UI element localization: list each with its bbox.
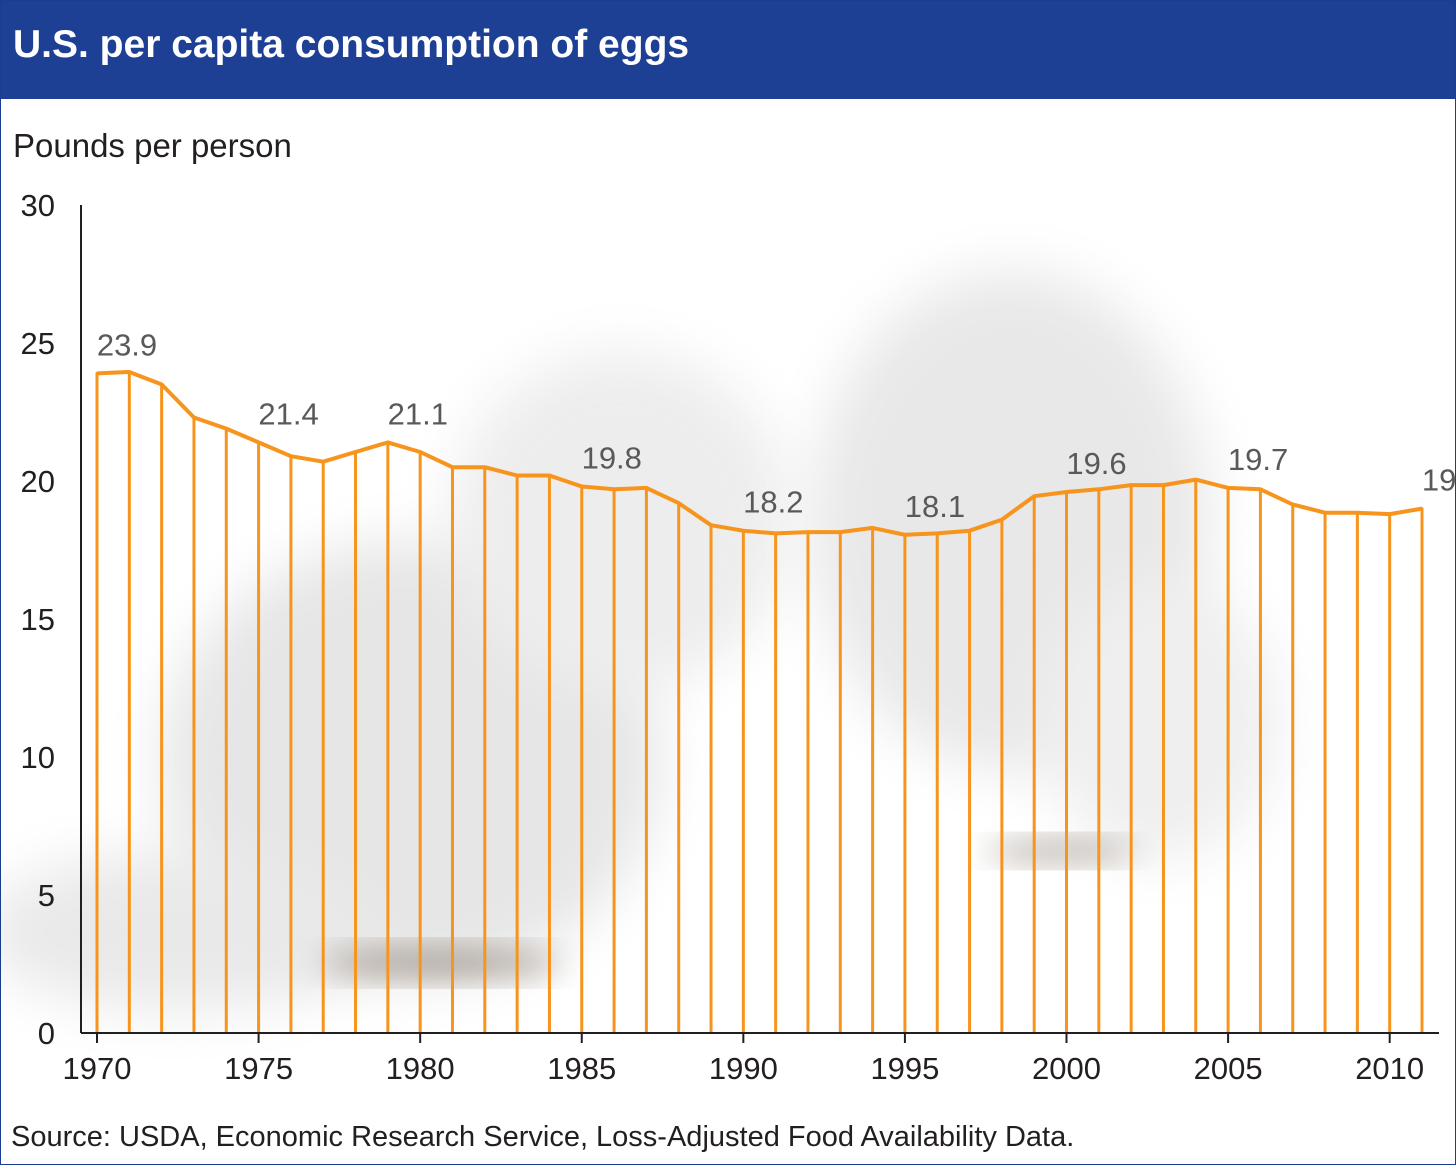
y-tick-label-30: 30 bbox=[21, 188, 55, 223]
data-point-1976 bbox=[289, 454, 293, 458]
data-point-2010 bbox=[1388, 512, 1392, 516]
drop-lines bbox=[95, 371, 1424, 1033]
data-point-1996 bbox=[935, 531, 939, 535]
background-egg-photo bbox=[1, 271, 1281, 1011]
data-point-2003 bbox=[1161, 483, 1165, 487]
data-point-2004 bbox=[1194, 478, 1198, 482]
data-point-1980 bbox=[418, 450, 422, 454]
y-tick-label-25: 25 bbox=[21, 326, 55, 361]
x-tick-label-1975: 1975 bbox=[224, 1051, 293, 1086]
data-point-1999 bbox=[1032, 494, 1036, 498]
series-line-egg-consumption bbox=[96, 370, 1423, 537]
y-tick-label-0: 0 bbox=[38, 1016, 55, 1051]
data-label-2000: 19.6 bbox=[1066, 446, 1126, 481]
data-label-1975: 21.4 bbox=[258, 396, 318, 431]
data-point-1990 bbox=[741, 529, 745, 533]
data-point-1983 bbox=[515, 473, 519, 477]
data-point-1992 bbox=[806, 530, 810, 534]
data-point-1975 bbox=[257, 440, 261, 444]
data-labels: 23.9 21.4 21.1 19.8 18.2 18.1 19.6 19.7 19.0 bbox=[97, 327, 1455, 523]
x-tick-label-2010: 2010 bbox=[1355, 1051, 1424, 1086]
data-point-2002 bbox=[1129, 483, 1133, 487]
chart-title: U.S. per capita consumption of eggs bbox=[13, 23, 690, 66]
data-point-1978 bbox=[354, 450, 358, 454]
y-tick-label-5: 5 bbox=[38, 878, 55, 913]
data-point-2007 bbox=[1291, 502, 1295, 506]
data-point-1997 bbox=[968, 529, 972, 533]
data-label-2005: 19.7 bbox=[1228, 442, 1288, 477]
y-tick-label-15: 15 bbox=[21, 602, 55, 637]
data-point-1973 bbox=[192, 416, 196, 420]
x-tick-label-1970: 1970 bbox=[63, 1051, 132, 1086]
data-label-1979: 21.1 bbox=[388, 396, 448, 431]
data-point-1988 bbox=[677, 501, 681, 505]
data-point-1982 bbox=[483, 465, 487, 469]
data-point-2005 bbox=[1226, 486, 1230, 490]
data-point-1979 bbox=[386, 440, 390, 444]
data-point-2009 bbox=[1355, 511, 1359, 515]
title-bar: U.S. per capita consumption of eggs bbox=[1, 1, 1455, 99]
data-label-1985: 19.8 bbox=[582, 441, 642, 476]
data-point-2001 bbox=[1097, 487, 1101, 491]
y-axis-ticks: 0 5 10 15 20 25 30 bbox=[21, 188, 55, 1051]
data-point-1977 bbox=[321, 460, 325, 464]
x-tick-label-2005: 2005 bbox=[1194, 1051, 1263, 1086]
source-note: Source: USDA, Economic Research Service,… bbox=[11, 1121, 1075, 1153]
data-point-1971 bbox=[127, 370, 131, 374]
data-label-1970: 23.9 bbox=[97, 327, 157, 362]
data-point-1993 bbox=[838, 530, 842, 534]
data-point-2008 bbox=[1323, 511, 1327, 515]
data-point-1991 bbox=[774, 531, 778, 535]
y-axis-label: Pounds per person bbox=[13, 127, 292, 164]
x-tick-label-1980: 1980 bbox=[386, 1051, 455, 1086]
x-tick-label-2000: 2000 bbox=[1032, 1051, 1101, 1086]
data-point-1970 bbox=[95, 371, 99, 375]
data-point-1974 bbox=[224, 427, 228, 431]
data-point-2011 bbox=[1420, 507, 1424, 511]
y-tick-label-20: 20 bbox=[21, 464, 55, 499]
data-point-1989 bbox=[709, 523, 713, 527]
data-point-2000 bbox=[1065, 490, 1069, 494]
data-points bbox=[95, 370, 1424, 537]
y-tick-label-10: 10 bbox=[21, 740, 55, 775]
x-tick-label-1995: 1995 bbox=[870, 1051, 939, 1086]
data-label-1995: 18.1 bbox=[905, 489, 965, 524]
data-point-2006 bbox=[1258, 487, 1262, 491]
data-point-1972 bbox=[160, 382, 164, 386]
data-point-1987 bbox=[644, 486, 648, 490]
data-point-1994 bbox=[871, 526, 875, 530]
data-point-1981 bbox=[450, 465, 454, 469]
line-chart: 0 5 10 15 20 25 30 1970 1975 1980 1985 1990 1995 200… bbox=[1, 188, 1455, 1086]
x-tick-label-1990: 1990 bbox=[709, 1051, 778, 1086]
data-point-1985 bbox=[580, 485, 584, 489]
data-label-2011: 19.0 bbox=[1422, 463, 1455, 498]
x-axis-ticks: 1970 1975 1980 1985 1990 1995 2000 2005 2010 bbox=[63, 1033, 1424, 1086]
x-tick-label-1985: 1985 bbox=[547, 1051, 616, 1086]
data-label-1990: 18.2 bbox=[743, 485, 803, 520]
data-point-1998 bbox=[1000, 518, 1004, 522]
data-point-1986 bbox=[612, 487, 616, 491]
data-point-1995 bbox=[903, 533, 907, 537]
data-point-1984 bbox=[547, 473, 551, 477]
